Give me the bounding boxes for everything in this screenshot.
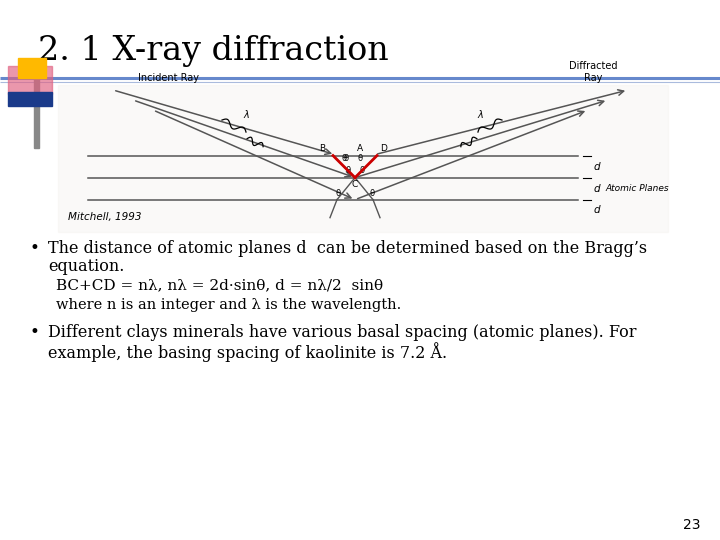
- Text: A: A: [357, 144, 363, 153]
- Text: Incident Ray: Incident Ray: [138, 73, 199, 83]
- Text: 23: 23: [683, 518, 700, 532]
- Bar: [8, 92, 52, 106]
- Text: Different clays minerals have various basal spacing (atomic planes). For: Different clays minerals have various ba…: [48, 324, 636, 341]
- Bar: [8, 66, 52, 94]
- Text: The distance of atomic planes d  can be determined based on the Bragg’s: The distance of atomic planes d can be d…: [48, 240, 647, 257]
- Text: λ: λ: [243, 110, 248, 120]
- Text: θ: θ: [344, 153, 349, 163]
- Text: d: d: [594, 161, 600, 172]
- Text: Atomic Planes: Atomic Planes: [605, 184, 669, 193]
- Text: θ: θ: [357, 153, 362, 163]
- Text: θ: θ: [346, 166, 351, 174]
- Bar: [58, 85, 668, 232]
- Bar: [18, 58, 46, 78]
- Text: example, the basing spacing of kaolinite is 7.2 Å.: example, the basing spacing of kaolinite…: [48, 342, 447, 362]
- Text: θ: θ: [341, 153, 346, 163]
- Text: Mitchell, 1993: Mitchell, 1993: [68, 212, 142, 222]
- Text: d: d: [594, 205, 600, 215]
- Text: •: •: [30, 240, 40, 257]
- Text: θ: θ: [359, 166, 364, 174]
- Text: BC+CD = nλ, nλ = 2d·sinθ, d = nλ/2  sinθ: BC+CD = nλ, nλ = 2d·sinθ, d = nλ/2 sinθ: [56, 278, 383, 292]
- Text: λ: λ: [477, 110, 482, 120]
- Text: Diffracted
Ray: Diffracted Ray: [569, 62, 617, 83]
- Text: B: B: [319, 144, 325, 153]
- Text: •: •: [30, 324, 40, 341]
- Bar: [34, 76, 39, 148]
- Text: 2. 1 X-ray diffraction: 2. 1 X-ray diffraction: [38, 35, 389, 67]
- Text: where n is an integer and λ is the wavelength.: where n is an integer and λ is the wavel…: [56, 298, 401, 312]
- Text: θ: θ: [369, 188, 374, 198]
- Text: θ: θ: [336, 188, 341, 198]
- Text: equation.: equation.: [48, 258, 125, 275]
- Text: d: d: [594, 184, 600, 194]
- Text: D: D: [380, 144, 387, 153]
- Text: C: C: [352, 180, 358, 188]
